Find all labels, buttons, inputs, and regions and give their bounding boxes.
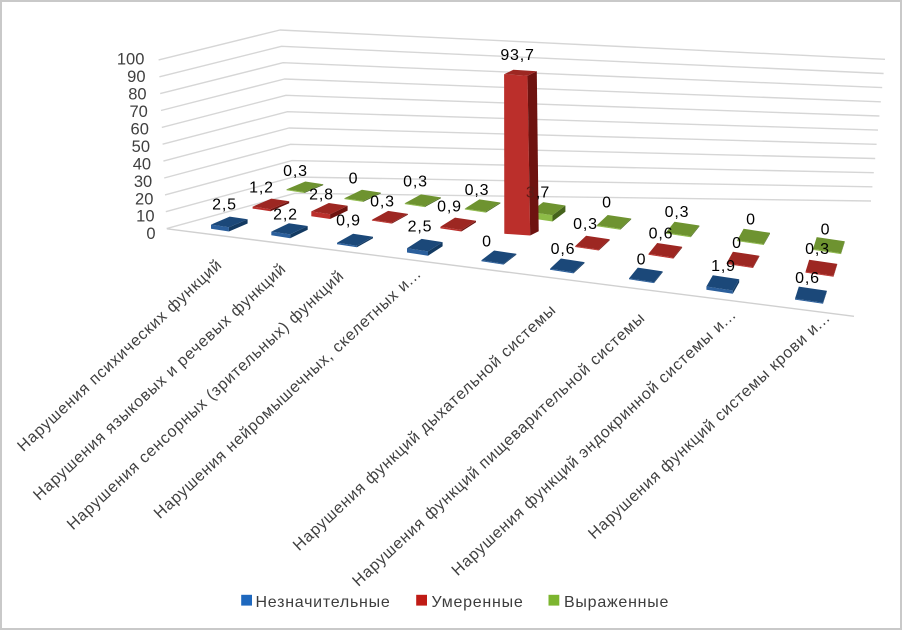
svg-text:100: 100 (117, 51, 145, 69)
svg-text:2,2: 2,2 (273, 206, 298, 223)
svg-text:0: 0 (746, 211, 756, 228)
svg-text:0: 0 (349, 170, 359, 187)
svg-text:,7: ,7 (536, 184, 549, 201)
svg-text:50: 50 (132, 138, 150, 156)
svg-text:90: 90 (127, 68, 145, 86)
svg-text:0,3: 0,3 (573, 216, 598, 233)
svg-text:0: 0 (482, 233, 492, 250)
svg-text:1,2: 1,2 (249, 179, 274, 196)
svg-text:3: 3 (526, 184, 535, 201)
svg-text:40: 40 (133, 155, 151, 173)
svg-text:0: 0 (821, 221, 831, 238)
svg-text:0,6: 0,6 (551, 241, 576, 258)
svg-text:20: 20 (135, 190, 153, 208)
svg-text:0,3: 0,3 (665, 204, 690, 221)
svg-text:93,7: 93,7 (500, 47, 534, 64)
svg-text:2,5: 2,5 (408, 218, 433, 235)
svg-text:0,3: 0,3 (403, 173, 428, 190)
svg-text:Выраженные: Выраженные (564, 594, 669, 611)
svg-text:0,9: 0,9 (336, 212, 361, 229)
svg-text:2,8: 2,8 (309, 186, 334, 203)
svg-text:0,3: 0,3 (370, 193, 395, 210)
svg-text:0: 0 (602, 194, 612, 211)
svg-text:70: 70 (129, 103, 147, 121)
svg-text:0: 0 (637, 251, 647, 268)
svg-text:2,5: 2,5 (212, 196, 237, 213)
svg-text:30: 30 (134, 173, 152, 191)
svg-text:0,6: 0,6 (795, 270, 820, 287)
svg-text:0,3: 0,3 (283, 163, 308, 180)
svg-text:1,9: 1,9 (711, 258, 736, 275)
svg-text:Незначительные: Незначительные (256, 594, 391, 611)
svg-text:0: 0 (732, 235, 742, 252)
svg-text:60: 60 (131, 121, 149, 139)
svg-text:10: 10 (136, 208, 154, 226)
svg-text:80: 80 (128, 86, 146, 104)
svg-text:0,3: 0,3 (805, 241, 830, 258)
svg-text:0,3: 0,3 (465, 182, 490, 199)
svg-text:0: 0 (146, 225, 155, 243)
svg-text:0,9: 0,9 (437, 198, 462, 215)
svg-text:0,6: 0,6 (649, 225, 674, 242)
svg-text:Умеренные: Умеренные (432, 594, 524, 611)
